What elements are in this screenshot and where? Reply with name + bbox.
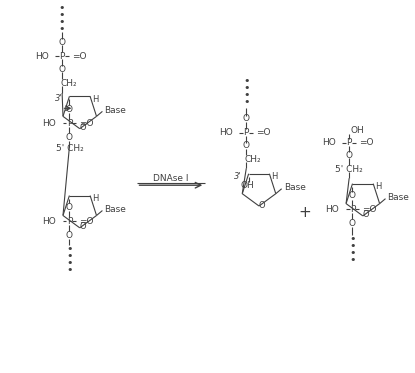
Text: 3': 3' <box>55 94 63 103</box>
Text: =O: =O <box>72 52 86 61</box>
Text: O: O <box>243 114 250 123</box>
Text: P: P <box>59 52 65 61</box>
Text: HO: HO <box>219 128 232 137</box>
Text: +: + <box>299 206 311 220</box>
Text: Base: Base <box>104 106 126 115</box>
Text: Base: Base <box>104 205 126 214</box>
Text: O: O <box>243 141 250 150</box>
Text: HO: HO <box>42 119 56 128</box>
Text: HO: HO <box>35 52 49 61</box>
Text: OH: OH <box>241 181 254 190</box>
Text: P: P <box>244 128 249 137</box>
Text: HO: HO <box>322 138 335 147</box>
Text: •: • <box>243 83 249 93</box>
Text: 5' CH₂: 5' CH₂ <box>56 144 83 153</box>
Text: =O: =O <box>362 205 377 214</box>
Text: CH₂: CH₂ <box>244 155 261 164</box>
Text: •: • <box>349 255 356 265</box>
Text: O: O <box>79 222 86 231</box>
Text: •: • <box>243 90 249 100</box>
Text: O: O <box>66 132 73 141</box>
Text: •: • <box>349 241 356 251</box>
Text: P: P <box>67 217 72 226</box>
Text: •: • <box>349 234 356 244</box>
Text: •: • <box>243 76 249 86</box>
Text: O: O <box>349 191 356 200</box>
Text: O: O <box>346 151 353 160</box>
Text: •: • <box>66 258 73 268</box>
Text: •: • <box>59 17 66 26</box>
Text: O: O <box>66 231 73 240</box>
Text: O: O <box>66 203 73 212</box>
Text: H: H <box>271 172 278 181</box>
Text: O: O <box>349 219 356 228</box>
Text: =O: =O <box>79 217 94 226</box>
Text: DNAse I: DNAse I <box>153 174 188 183</box>
Text: 5' CH₂: 5' CH₂ <box>335 165 363 174</box>
Text: HO: HO <box>325 205 339 214</box>
Text: O: O <box>59 65 66 74</box>
Text: •: • <box>59 3 66 13</box>
Text: O: O <box>66 105 73 114</box>
Text: Base: Base <box>388 193 409 202</box>
Text: •: • <box>243 97 249 107</box>
Text: •: • <box>349 248 356 258</box>
Text: H: H <box>92 194 98 203</box>
Text: =O: =O <box>79 119 94 128</box>
Text: HO: HO <box>42 217 56 226</box>
Text: =O: =O <box>359 138 374 147</box>
Text: P: P <box>67 119 72 128</box>
Text: 3': 3' <box>234 172 242 181</box>
Text: •: • <box>66 244 73 254</box>
Text: •: • <box>59 23 66 34</box>
Text: •: • <box>59 10 66 20</box>
Text: •: • <box>66 265 73 275</box>
Text: P: P <box>350 205 355 214</box>
Text: CH₂: CH₂ <box>60 79 77 88</box>
Text: P: P <box>347 138 352 147</box>
Text: O: O <box>59 38 66 47</box>
Text: H: H <box>375 182 381 191</box>
Text: O: O <box>79 123 86 132</box>
Text: OH: OH <box>350 126 364 135</box>
Text: •: • <box>66 251 73 261</box>
Text: O: O <box>259 201 265 210</box>
Text: O: O <box>362 210 369 219</box>
Text: =O: =O <box>256 128 271 137</box>
Text: H: H <box>92 95 98 104</box>
Text: Base: Base <box>283 183 305 192</box>
